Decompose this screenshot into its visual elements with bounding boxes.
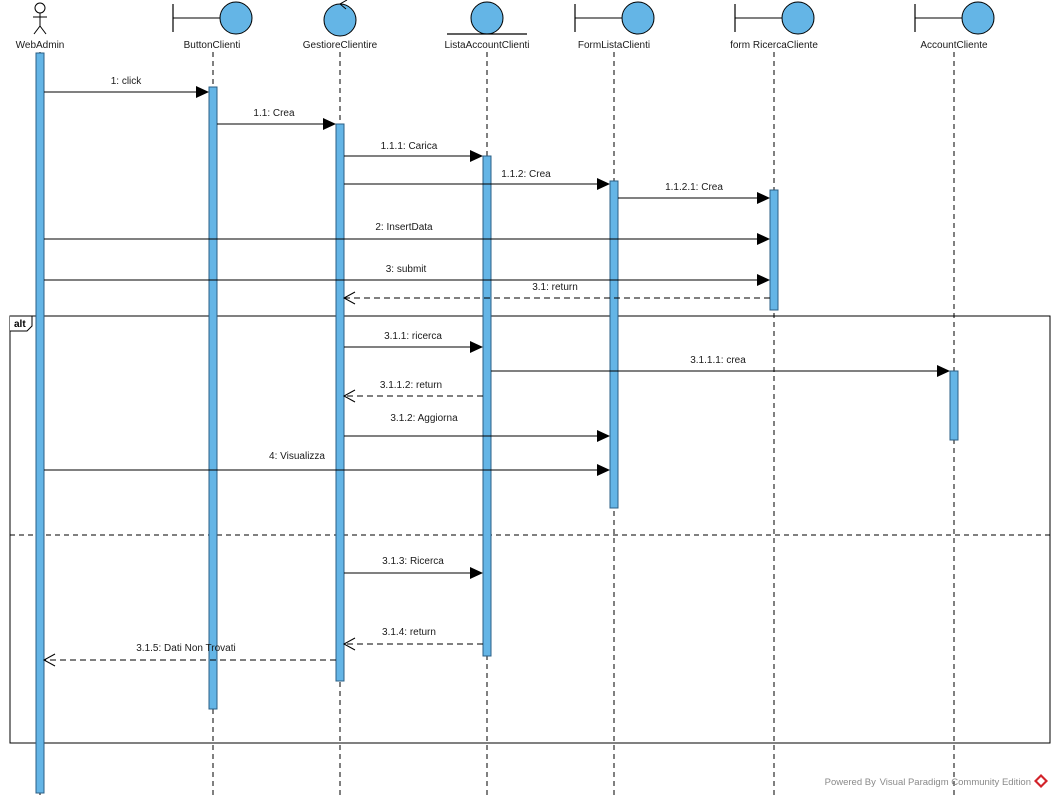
alt-operator-tab — [10, 315, 33, 332]
boundary-icon — [734, 1, 815, 35]
participant-account[interactable]: AccountCliente — [914, 1, 995, 51]
participant-formricerca[interactable]: form RicercaCliente — [730, 1, 818, 51]
message-label: 3.1.1.1: crea — [690, 355, 746, 366]
message-arrowhead — [757, 233, 770, 245]
message-label: 4: Visualizza — [269, 451, 325, 462]
message-label: 3.1: return — [532, 282, 578, 293]
message-6: 2: InsertData — [44, 222, 770, 245]
activation-buttonclienti — [208, 86, 218, 710]
return-arrowhead — [42, 653, 56, 667]
boundary-icon — [914, 1, 995, 35]
control-icon — [323, 0, 357, 37]
participant-gestore[interactable]: GestioreClientire — [303, 0, 378, 51]
activation-account — [949, 370, 959, 441]
alt-fragment: alt — [9, 315, 1051, 744]
entity-icon — [447, 1, 527, 35]
participant-buttonclienti[interactable]: ButtonClienti — [172, 1, 253, 51]
activation-formricerca — [769, 189, 779, 311]
participant-label: AccountCliente — [920, 40, 988, 51]
participant-label: WebAdmin — [16, 40, 65, 51]
participant-label: form RicercaCliente — [730, 40, 818, 51]
message-arrowhead — [196, 86, 209, 98]
participant-lista[interactable]: ListaAccountClienti — [444, 1, 530, 51]
message-14: 3.1.3: Ricerca — [344, 556, 483, 579]
footer-credit: Powered By Visual Paradigm Community Edi… — [825, 777, 1031, 788]
message-arrowhead — [757, 274, 770, 286]
message-arrowhead — [470, 150, 483, 162]
message-label: 1.1.2: Crea — [501, 169, 551, 180]
activation-webadmin — [35, 52, 45, 794]
activation-gestore — [335, 123, 345, 682]
return-arrowhead — [342, 291, 356, 305]
message-label: 1.1.1: Carica — [381, 141, 438, 152]
message-label: 1: click — [111, 76, 143, 87]
message-2: 1.1: Crea — [217, 108, 336, 130]
message-arrowhead — [323, 118, 336, 130]
message-13: 4: Visualizza — [44, 451, 610, 476]
message-label: 3: submit — [386, 264, 427, 275]
message-4: 1.1.2: Crea — [344, 169, 610, 190]
message-arrowhead — [757, 192, 770, 204]
participant-webadmin[interactable]: WebAdmin — [16, 2, 65, 51]
alt-operator-label: alt — [14, 319, 26, 330]
message-1: 1: click — [44, 76, 209, 98]
message-label: 3.1.3: Ricerca — [382, 556, 444, 567]
message-5: 1.1.2.1: Crea — [618, 182, 770, 204]
message-11: 3.1.1.2: return — [342, 380, 483, 403]
participant-label: ListaAccountClienti — [444, 40, 529, 51]
participant-label: FormListaClienti — [578, 40, 650, 51]
message-16: 3.1.5: Dati Non Trovati — [42, 643, 336, 667]
message-label: 3.1.4: return — [382, 627, 436, 638]
boundary-icon — [574, 1, 655, 35]
message-label: 2: InsertData — [375, 222, 433, 233]
participant-label: ButtonClienti — [184, 40, 241, 51]
messages: 1: click 1.1: Crea 1.1.1: Carica 1.1.2: Cre… — [42, 76, 950, 667]
message-label: 3.1.1.2: return — [380, 380, 442, 391]
message-arrowhead — [470, 567, 483, 579]
return-arrowhead — [342, 637, 356, 651]
message-10: 3.1.1.1: crea — [491, 355, 950, 377]
activation-lista — [482, 155, 492, 657]
lifelines — [39, 52, 955, 798]
message-label: 1.1: Crea — [253, 108, 295, 119]
visual-paradigm-logo-icon — [1034, 774, 1048, 788]
message-arrowhead — [470, 341, 483, 353]
message-arrowhead — [597, 464, 610, 476]
participant-formlista[interactable]: FormListaClienti — [574, 1, 655, 51]
participant-label: GestioreClientire — [303, 40, 378, 51]
activation-formlista — [609, 180, 619, 509]
message-label: 1.1.2.1: Crea — [665, 182, 723, 193]
activation-bars — [35, 52, 959, 794]
footer: Powered By Visual Paradigm Community Edi… — [825, 774, 1048, 788]
message-arrowhead — [597, 430, 610, 442]
message-label: 3.1.2: Aggiorna — [390, 413, 458, 424]
alt-frame — [9, 315, 1051, 744]
participant-headers: WebAdmin ButtonClienti GestioreClientire Li… — [16, 0, 995, 51]
message-7: 3: submit — [44, 264, 770, 286]
message-arrowhead — [937, 365, 950, 377]
message-9: 3.1.1: ricerca — [344, 331, 483, 353]
boundary-icon — [172, 1, 253, 35]
message-3: 1.1.1: Carica — [344, 141, 483, 162]
message-8: 3.1: return — [342, 282, 770, 305]
message-12: 3.1.2: Aggiorna — [344, 413, 610, 442]
message-label: 3.1.1: ricerca — [384, 331, 442, 342]
message-arrowhead — [597, 178, 610, 190]
message-label: 3.1.5: Dati Non Trovati — [136, 643, 236, 654]
message-15: 3.1.4: return — [342, 627, 483, 651]
return-arrowhead — [342, 389, 356, 403]
actor-icon — [33, 2, 47, 35]
